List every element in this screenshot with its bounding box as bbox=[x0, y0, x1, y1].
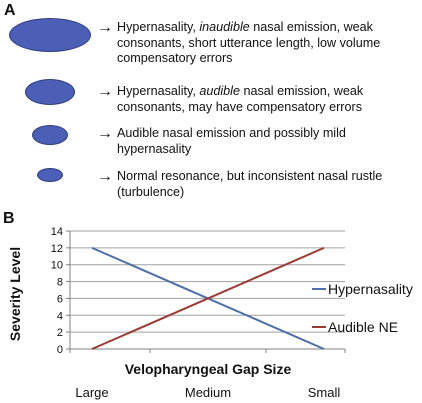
gap-description-tiny: Normal resonance, but inconsistent nasal… bbox=[117, 169, 383, 199]
y-tick-label: 0 bbox=[57, 344, 63, 356]
arrow-icon: → bbox=[97, 125, 113, 142]
x-category-label: Small bbox=[308, 385, 341, 400]
series-line-2 bbox=[91, 246, 325, 350]
x-category-label: Large bbox=[75, 385, 108, 400]
y-tick-label: 14 bbox=[51, 226, 63, 238]
x-axis-title: Velopharyngeal Gap Size bbox=[125, 361, 292, 377]
y-tick-label: 12 bbox=[51, 243, 63, 255]
gap-ellipse-small bbox=[32, 125, 68, 145]
arrow-icon: → bbox=[97, 83, 113, 100]
x-category-label: Medium bbox=[185, 385, 231, 400]
y-tick-label: 6 bbox=[57, 293, 63, 305]
gap-description-medium: Hypernasality, audible nasal emission, w… bbox=[117, 84, 364, 114]
y-axis-title: Severity Level bbox=[7, 247, 23, 341]
legend-label: Audible NE bbox=[328, 319, 398, 335]
y-tick-label: 8 bbox=[57, 277, 63, 289]
arrow-icon: → bbox=[97, 19, 113, 36]
gap-description-large: Hypernasality, inaudible nasal emission,… bbox=[117, 20, 381, 66]
panel-label-a: A bbox=[4, 2, 16, 19]
legend-label: Hypernasality bbox=[328, 281, 413, 297]
y-tick-label: 10 bbox=[51, 260, 63, 272]
gap-ellipse-tiny bbox=[37, 168, 63, 182]
panel-label-b: B bbox=[3, 210, 15, 227]
y-tick-label: 4 bbox=[57, 310, 63, 322]
gap-ellipse-large bbox=[9, 18, 91, 52]
gap-description-small: Audible nasal emission and possibly mild… bbox=[117, 126, 346, 156]
gap-ellipse-medium bbox=[25, 79, 75, 105]
y-tick-label: 2 bbox=[57, 327, 63, 339]
arrow-icon: → bbox=[97, 168, 113, 185]
